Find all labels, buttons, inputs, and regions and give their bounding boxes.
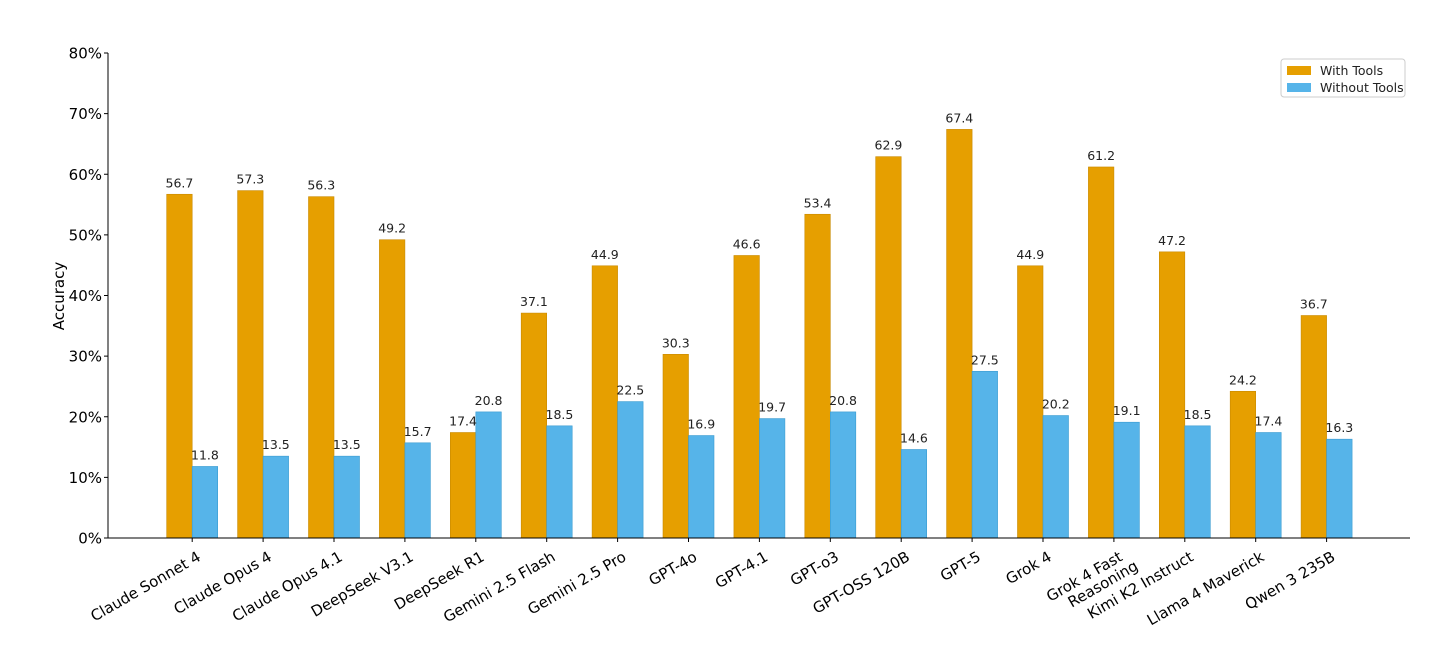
data-label: 30.3 (662, 335, 690, 350)
data-label: 62.9 (875, 138, 903, 153)
bar-with-tools (1229, 390, 1256, 539)
bar-without-tools (617, 401, 644, 539)
data-labels-layer: 56.7 11.8 57.3 13.5 56.3 13.5 49.2 15.7 17.4 20.8… (166, 110, 1354, 462)
bar-with-tools (662, 354, 689, 539)
bar-without-tools (1042, 415, 1069, 539)
legend-swatch (1287, 66, 1311, 75)
data-label: 14.6 (900, 430, 928, 445)
bar-with-tools (946, 129, 973, 539)
data-label: 67.4 (945, 110, 973, 125)
data-label: 44.9 (1016, 247, 1044, 262)
data-label: 15.7 (404, 424, 432, 439)
bar-with-tools (1017, 265, 1044, 539)
data-label: 47.2 (1158, 233, 1186, 248)
data-label: 36.7 (1300, 297, 1328, 312)
y-axis-title: Accuracy (50, 262, 68, 331)
bars-layer (166, 129, 1353, 539)
data-label: 17.4 (449, 414, 477, 429)
x-tick-label: GPT-5 (937, 548, 984, 585)
x-tick-label: GPT-4.1 (712, 548, 771, 592)
data-label: 20.2 (1042, 397, 1070, 412)
bar-without-tools (900, 449, 928, 539)
data-label: 19.1 (1113, 403, 1141, 418)
bar-with-tools (166, 193, 193, 539)
data-label: 18.5 (1184, 407, 1212, 422)
bar-without-tools (404, 442, 431, 539)
y-tick-label: 40% (69, 287, 102, 305)
data-label: 56.7 (166, 175, 194, 190)
data-label: 61.2 (1087, 148, 1115, 163)
data-label: 16.3 (1325, 420, 1353, 435)
data-label: 56.3 (307, 178, 335, 193)
bar-without-tools (546, 425, 573, 539)
data-label: 53.4 (804, 195, 832, 210)
bar-with-tools (379, 239, 406, 539)
bar-with-tools (308, 196, 335, 539)
data-label: 16.9 (687, 417, 715, 432)
bar-with-tools (449, 432, 477, 539)
data-label: 46.6 (733, 236, 761, 251)
legend-box (1280, 58, 1406, 98)
bar-with-tools (591, 265, 618, 539)
y-tick-label: 50% (69, 226, 102, 244)
data-label: 37.1 (520, 294, 548, 309)
x-tick-label: GPT-4o (646, 548, 701, 590)
bar-without-tools (971, 370, 998, 539)
data-label: 27.5 (971, 352, 999, 367)
bar-with-tools (520, 312, 548, 539)
legend: With Tools Without Tools (1280, 58, 1406, 98)
bar-without-tools (475, 411, 502, 539)
data-label: 11.8 (191, 447, 219, 462)
bar-with-tools (733, 255, 760, 539)
legend-label: With Tools (1320, 63, 1383, 78)
bar-without-tools (1255, 432, 1282, 539)
x-tick-label: Llama 4 Maverick (1144, 547, 1268, 629)
data-label: 13.5 (262, 437, 290, 452)
data-label: 17.4 (1255, 414, 1283, 429)
data-label: 22.5 (616, 383, 644, 398)
data-label: 18.5 (546, 407, 574, 422)
bar-without-tools (1113, 421, 1140, 539)
data-label: 24.2 (1229, 372, 1257, 387)
bar-without-tools (262, 455, 289, 539)
data-label: 19.7 (758, 400, 786, 415)
legend-swatch (1287, 83, 1311, 92)
y-tick-label: 20% (69, 408, 102, 426)
bar-without-tools (829, 411, 857, 539)
y-tick-label: 70% (69, 105, 102, 123)
bar-without-tools (1184, 425, 1211, 539)
bar-without-tools (759, 418, 786, 539)
data-label: 49.2 (378, 221, 406, 236)
data-label: 20.8 (829, 393, 857, 408)
data-label: 13.5 (333, 437, 361, 452)
data-label: 44.9 (591, 247, 619, 262)
x-tick-label: Grok 4 (1003, 548, 1055, 588)
y-tick-label: 60% (69, 166, 102, 184)
bar-without-tools (333, 455, 360, 539)
bar-with-tools (804, 213, 831, 539)
data-label: 20.8 (475, 393, 503, 408)
y-tick-label: 0% (78, 530, 102, 548)
bar-without-tools (688, 435, 715, 539)
bar-with-tools (1300, 315, 1327, 539)
bar-with-tools (875, 156, 902, 539)
y-tick-label: 30% (69, 348, 102, 366)
y-tick-label: 80% (69, 45, 102, 63)
bar-with-tools (1159, 251, 1186, 539)
bar-with-tools (1088, 166, 1115, 539)
bar-with-tools (237, 190, 264, 539)
bar-without-tools (1326, 438, 1353, 539)
bar-without-tools (191, 466, 218, 539)
y-tick-label: 10% (69, 469, 102, 487)
data-label: 57.3 (236, 172, 264, 187)
legend-label: Without Tools (1320, 80, 1404, 95)
x-tick-label: GPT-o3 (787, 548, 842, 590)
